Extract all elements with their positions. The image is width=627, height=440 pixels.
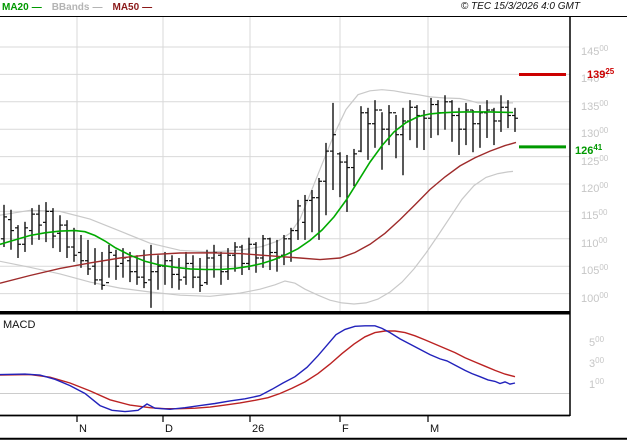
x-axis-month-label: M (430, 423, 440, 435)
macd-panel-title: MACD (3, 319, 36, 331)
y-axis-label: 11500 (581, 208, 608, 222)
y-axis-label: 13500 (581, 99, 609, 113)
y-axis-label: 12000 (581, 181, 609, 195)
legend-ma50-line-swatch: — (142, 2, 153, 13)
x-axis-month-label: F (342, 423, 349, 435)
y-axis-label: 12500 (581, 154, 609, 168)
y-axis-label: 11000 (581, 236, 608, 250)
legend-bbands-line-swatch: — (92, 2, 103, 13)
legend-item-ma50: MA50 — (112, 2, 152, 13)
legend-item-ma20: MA20 — (2, 2, 42, 13)
macd-axis-label: 500 (589, 335, 605, 349)
macd-axis-label: 300 (589, 356, 605, 370)
legend-ma20-label: MA20 (2, 2, 29, 13)
copyright-notice: © TEC 15/3/2026 4:0 GMT (460, 1, 580, 12)
x-axis-month-label: N (79, 423, 87, 435)
legend-ma20-line-swatch: — (31, 2, 42, 13)
y-axis-label: 14000 (581, 71, 609, 85)
legend-bbands-label: BBands (51, 2, 90, 13)
x-axis-month-label: D (165, 423, 173, 435)
x-axis-month-label: 26 (252, 423, 265, 435)
y-axis-label: 14500 (581, 44, 609, 58)
legend-item-bbands: BBands — (52, 2, 103, 13)
legend-ma50-label: MA50 (112, 2, 140, 13)
macd-axis-label: 100 (589, 377, 605, 391)
y-axis-label: 13000 (581, 126, 609, 140)
y-axis-label: 10500 (581, 263, 609, 277)
legend: MA20 — BBands — MA50 — (2, 2, 152, 13)
support-level-label: 12641 (575, 143, 603, 157)
y-axis-label: 10000 (581, 291, 609, 305)
resistance-level-label: 13925 (587, 67, 615, 81)
